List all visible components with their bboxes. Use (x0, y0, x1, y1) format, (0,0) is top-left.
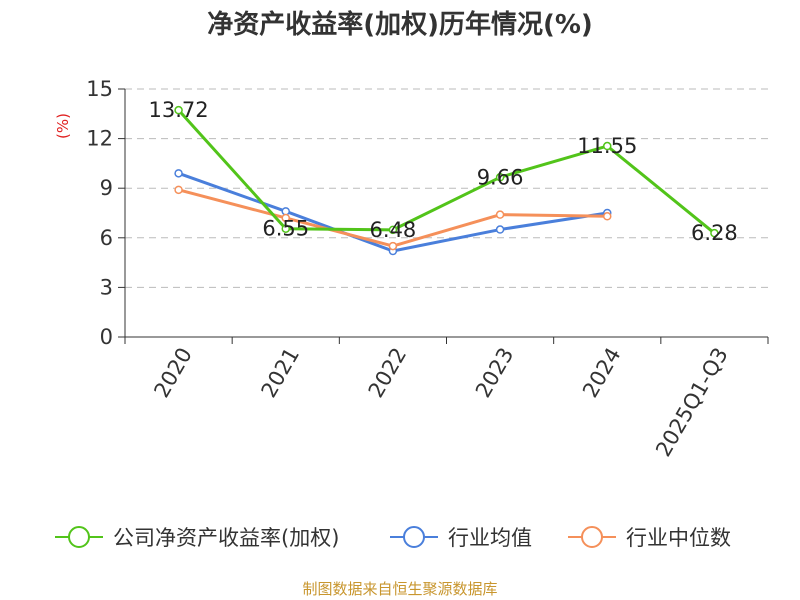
data-label: 6.28 (691, 221, 738, 245)
x-tick-label: 2020 (149, 344, 197, 402)
series-point-0 (710, 228, 719, 238)
x-tick-label: 2025Q1-Q3 (651, 344, 733, 461)
legend-item-label[interactable]: 行业均值 (448, 526, 532, 550)
x-tick-label: 2021 (257, 344, 305, 402)
series-point-0 (495, 173, 505, 182)
x-tick-label: 2022 (364, 344, 412, 402)
series-point-0 (603, 141, 612, 151)
series-point-0 (388, 225, 398, 235)
series-point-0 (174, 105, 183, 115)
source-footer: 制图数据来自恒生聚源数据库 (302, 580, 498, 598)
series-line-0 (177, 109, 716, 235)
legend-swatch-marker[interactable] (581, 526, 603, 548)
series-point-1 (174, 169, 183, 178)
series-point-2 (388, 241, 398, 251)
series-point-2 (174, 185, 183, 195)
data-label: 6.55 (262, 217, 309, 241)
series-point-2 (281, 213, 290, 223)
data-labels: 13.72 6.55 6.48 9.66 11.55 6.28 (149, 98, 738, 245)
legend-item-label[interactable]: 行业中位数 (626, 526, 731, 550)
x-tick-label: 2023 (471, 344, 519, 402)
y-tick-label: 12 (86, 127, 113, 151)
data-label: 13.72 (149, 98, 209, 122)
data-label: 6.48 (370, 218, 417, 242)
y-axis-unit-label: (%) (54, 113, 72, 139)
series-point-1 (495, 225, 505, 234)
chart-title: 净资产收益率(加权)历年情况(%) (207, 10, 593, 40)
legend[interactable]: 公司净资产收益率(加权) 行业均值 行业中位数 (55, 526, 731, 550)
data-label: 9.66 (477, 165, 524, 189)
x-tick-label: 2024 (578, 344, 626, 402)
y-tick-label: 9 (100, 176, 113, 200)
series-point-0 (281, 224, 290, 233)
legend-item-label[interactable]: 公司净资产收益率(加权) (113, 526, 339, 550)
data-label: 11.55 (577, 134, 637, 158)
legend-swatch-marker[interactable] (68, 526, 90, 548)
y-tick-label: 15 (86, 77, 113, 101)
legend-swatch-marker[interactable] (403, 526, 425, 548)
axes: 0 3 6 9 12 15 (%) 2020 2021 2022 2023 2024 2025Q1-Q3 (54, 77, 769, 461)
series-lines (174, 105, 719, 256)
series-point-2 (495, 210, 505, 219)
series-point-2 (603, 212, 612, 221)
y-tick-label: 3 (100, 275, 113, 299)
y-tick-label: 6 (100, 226, 113, 250)
y-tick-label: 0 (100, 325, 113, 349)
